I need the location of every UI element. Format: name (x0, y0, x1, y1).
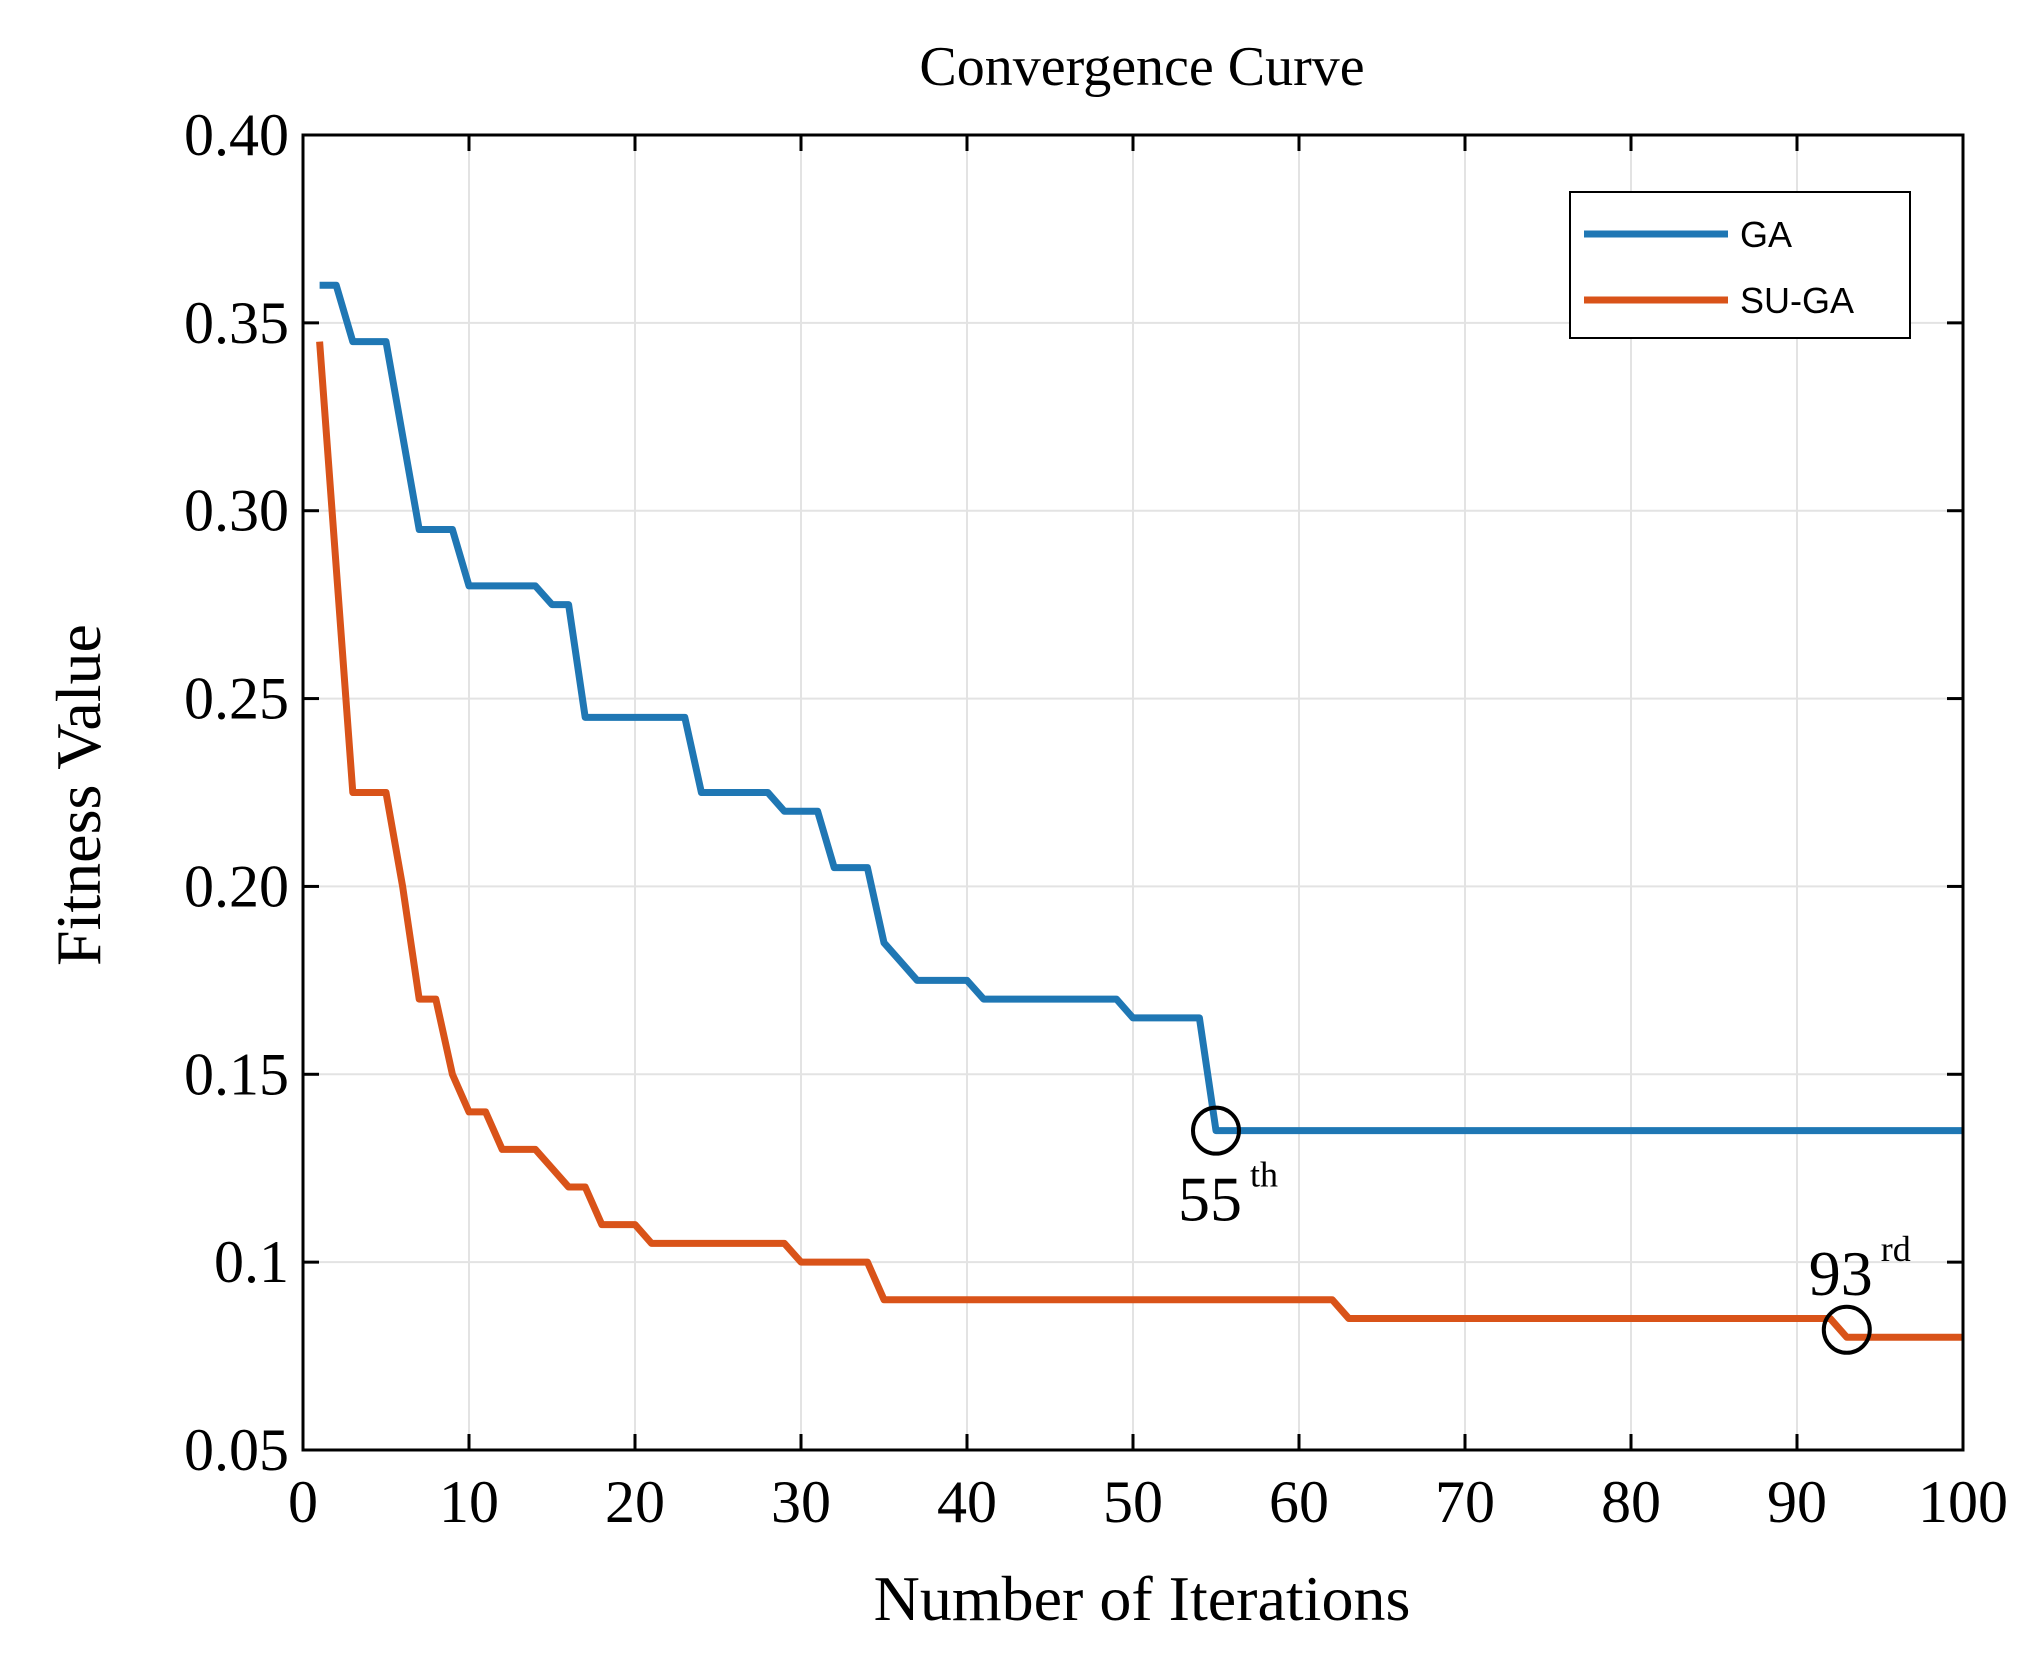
y-tick-label: 0.35 (184, 290, 289, 356)
x-tick-label: 80 (1601, 1469, 1661, 1535)
legend-box (1569, 191, 1911, 339)
x-tick-label: 40 (937, 1469, 997, 1535)
legend: GA SU-GA (1569, 191, 1911, 339)
x-tick-label: 60 (1269, 1469, 1329, 1535)
x-tick-label: 50 (1103, 1469, 1163, 1535)
legend-label: SU-GA (1740, 280, 1854, 321)
chart-title: Convergence Curve (919, 36, 1364, 98)
series-line-su-ga (316, 341, 1963, 1341)
annotation-marker (1191, 1105, 1241, 1156)
annotations: 55 th 93 rd (1178, 1105, 1911, 1355)
series-lines (316, 281, 1963, 1341)
y-tick-label: 0.20 (184, 853, 289, 919)
y-tick-label: 0.30 (184, 478, 289, 544)
x-tick-label: 90 (1767, 1469, 1827, 1535)
y-tick-label: 0.25 (184, 666, 289, 732)
annotation-marker (1821, 1304, 1872, 1355)
x-tick-label: 10 (439, 1469, 499, 1535)
x-tick-label: 70 (1435, 1469, 1495, 1535)
x-tick-label: 0 (288, 1469, 318, 1535)
y-tick-label: 0.05 (184, 1417, 289, 1483)
y-tick-label: 0.1 (214, 1229, 289, 1295)
legend-label: GA (1740, 214, 1792, 255)
y-tick-label: 0.40 (184, 102, 289, 168)
x-tick-label: 100 (1918, 1469, 2008, 1535)
y-axis-label: Fitness Value (43, 624, 114, 966)
annotation-label: 55 (1178, 1164, 1242, 1235)
annotation-label: 93 (1809, 1238, 1873, 1309)
series-line-ga (319, 281, 1963, 1135)
y-tick-label: 0.15 (184, 1041, 289, 1107)
annotation-label-sup: rd (1881, 1229, 1911, 1269)
x-tick-label: 30 (771, 1469, 831, 1535)
x-tick-label: 20 (605, 1469, 665, 1535)
axis-ticks: 0 10 20 30 40 50 60 70 80 90 100 0.05 0.1 0.15 0.20 0.2… (184, 102, 2008, 1535)
grid (303, 135, 1963, 1450)
annotation-label-sup: th (1250, 1155, 1278, 1195)
x-axis-label: Number of Iterations (874, 1563, 1411, 1634)
